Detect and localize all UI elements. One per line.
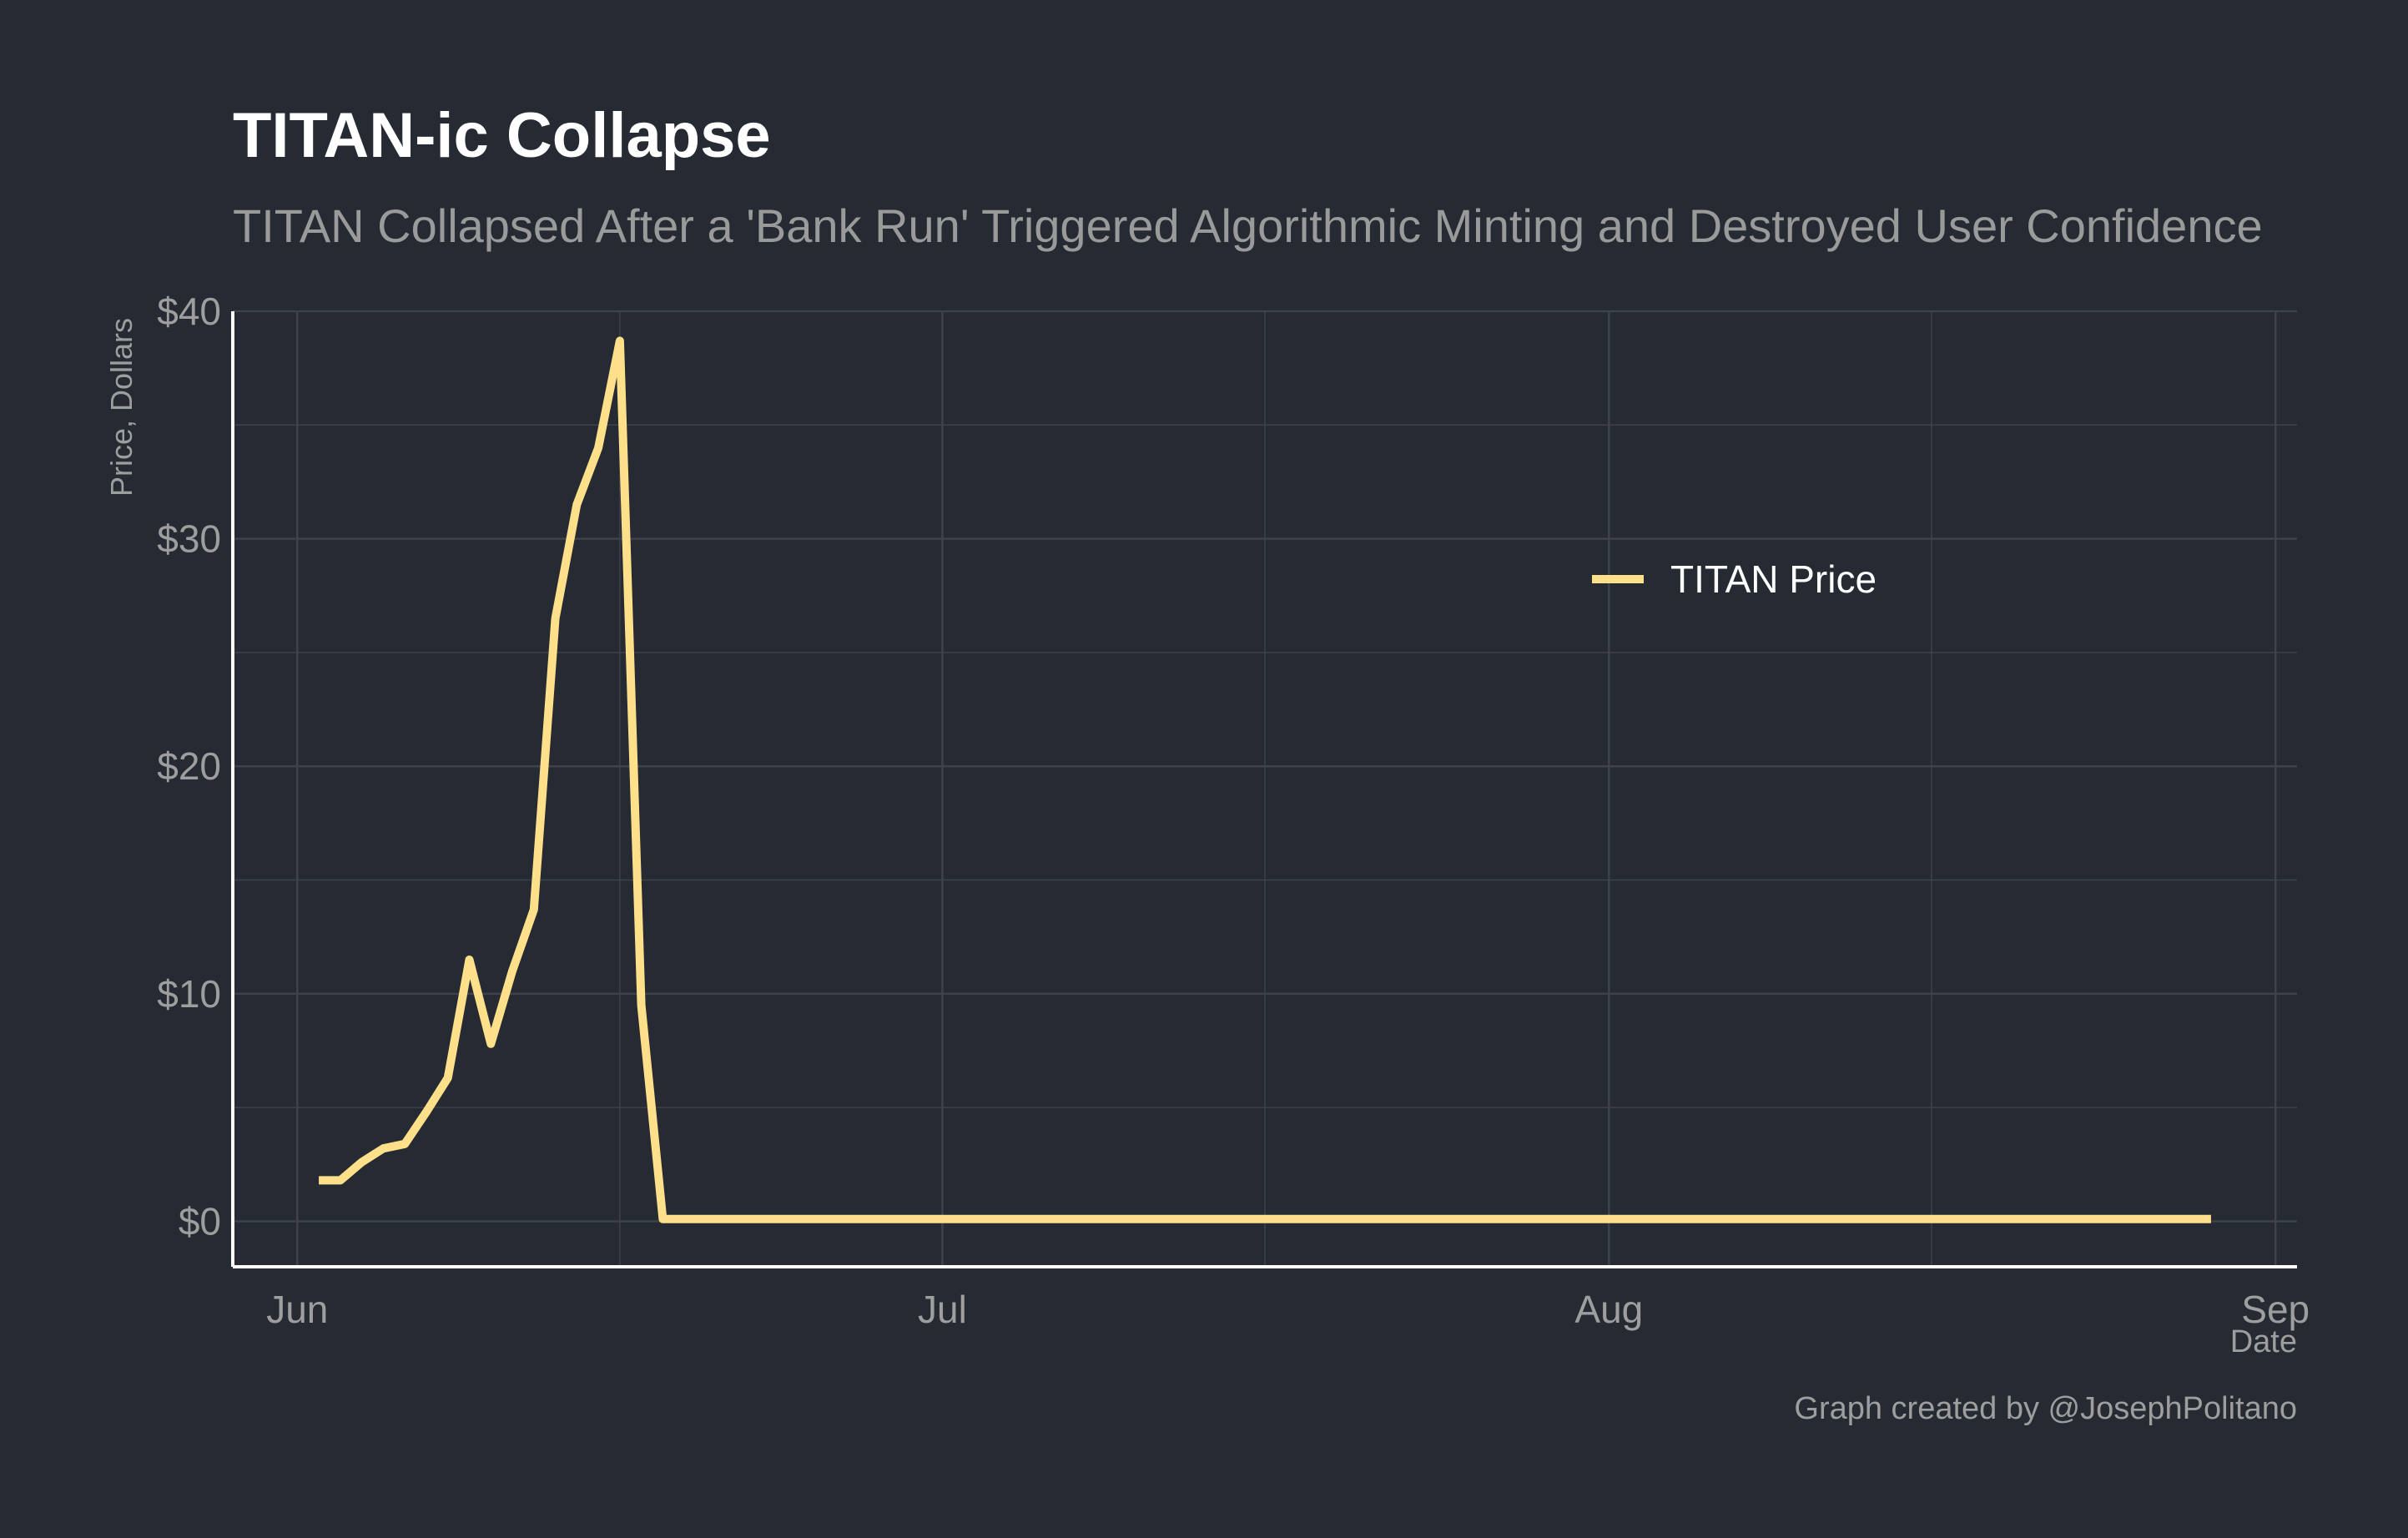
x-tick-label: Aug [1574,1288,1643,1331]
y-tick-label: $40 [157,290,221,333]
chart-subtitle: TITAN Collapsed After a 'Bank Run' Trigg… [233,199,2263,252]
x-tick-label: Jul [918,1288,967,1331]
y-tick-label: $10 [157,972,221,1016]
y-axis-label: Price, Dollars [104,318,139,497]
y-tick-label: $30 [157,517,221,561]
series [319,336,2211,1223]
x-axis-label: Date [2230,1324,2297,1359]
chart-caption: Graph created by @JosephPolitano [1794,1391,2297,1426]
y-tick-label: $20 [157,744,221,788]
y-tick-label: $0 [179,1199,221,1243]
chart-title: TITAN-ic Collapse [233,100,771,171]
axes: $0 $10 $20 $30 $40 Jun Jul Aug Sep [157,290,2310,1331]
x-tick-label: Sep [2241,1288,2310,1331]
series-line-titan-price [319,336,2211,1223]
legend: TITAN Price [1592,557,1877,601]
grid [233,310,2297,1267]
x-tick-label: Jun [266,1288,328,1331]
legend-label: TITAN Price [1670,557,1877,601]
